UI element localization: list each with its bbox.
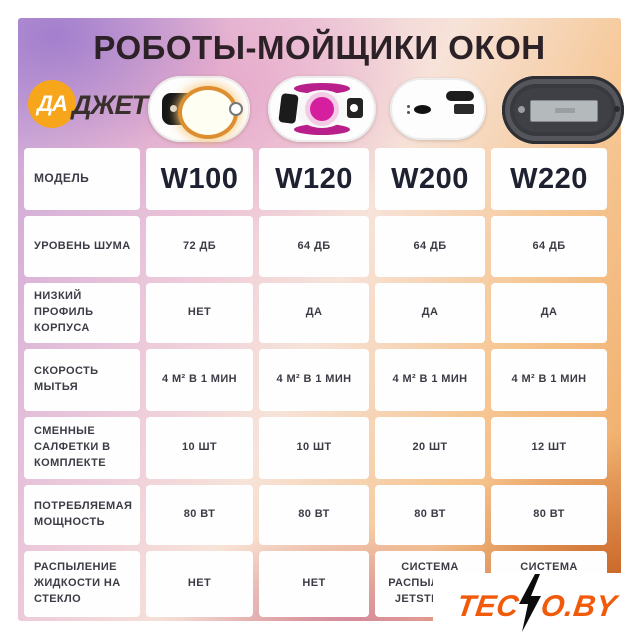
robot-w100-button [229,102,243,116]
robot-w120-side-module [347,98,363,118]
speed-w200: 4 М² В 1 МИН [375,349,485,411]
watermark-text-right: O.BY [538,589,619,623]
robot-image-w220 [502,76,624,144]
noise-w100: 72 ДБ [146,216,253,277]
robot-w200-sensor [414,105,431,114]
wipes-w100: 10 ШТ [146,417,253,479]
robot-w100-dot [170,105,177,112]
wipes-w220: 12 ШТ [491,417,607,479]
row-label-wipes: СМЕННЫЕ САЛФЕТКИ В КОМПЛЕКТЕ [24,417,140,479]
model-name-w100: W100 [146,148,253,210]
robot-w120-bottom-accent [294,124,350,135]
row-label-spray: РАСПЫЛЕНИЕ ЖИДКОСТИ НА СТЕКЛО [24,551,140,617]
low-profile-w200: ДА [375,283,485,343]
wipes-w120: 10 ШТ [259,417,369,479]
brand-logo: ДА ДЖЕТ [28,80,160,132]
robot-w100-ring-light [178,86,238,139]
row-label-low-profile: НИЗКИЙ ПРОФИЛЬ КОРПУСА [24,283,140,343]
noise-w200: 64 ДБ [375,216,485,277]
power-w120: 80 ВТ [259,485,369,545]
watermark-text-left: TEC [454,589,521,623]
speed-w220: 4 М² В 1 МИН [491,349,607,411]
wipes-w200: 20 ШТ [375,417,485,479]
low-profile-w120: ДА [259,283,369,343]
model-name-w120: W120 [259,148,369,210]
robot-w200-dot [407,105,410,108]
spray-w120: НЕТ [259,551,369,617]
brand-logo-circle: ДА [28,80,76,128]
robot-image-w120 [268,76,376,142]
robot-w200-handle [446,91,474,101]
power-w220: 80 ВТ [491,485,607,545]
robot-image-w100 [148,76,250,142]
promo-card: РОБОТЫ-МОЙЩИКИ ОКОН ДА ДЖЕТ [18,18,624,621]
robot-w220-notch [614,106,620,112]
lightning-bolt-icon [518,573,541,632]
noise-w120: 64 ДБ [259,216,369,277]
robot-w200-port [454,104,474,114]
speed-w100: 4 М² В 1 МИН [146,349,253,411]
page-title: РОБОТЫ-МОЙЩИКИ ОКОН [93,29,546,66]
model-name-w200: W200 [375,148,485,210]
low-profile-w220: ДА [491,283,607,343]
low-profile-w100: НЕТ [146,283,253,343]
noise-w220: 64 ДБ [491,216,607,277]
power-w100: 80 ВТ [146,485,253,545]
speed-w120: 4 М² В 1 МИН [259,349,369,411]
row-label-speed: СКОРОСТЬ МЫТЬЯ [24,349,140,411]
robot-w220-button [518,106,525,113]
model-row-label: МОДЕЛЬ [24,148,140,210]
row-label-noise: УРОВЕНЬ ШУМА [24,216,140,277]
power-w200: 80 ВТ [375,485,485,545]
tecno-by-watermark: TEC O.BY [433,573,640,640]
brand-logo-text-dzhet: ДЖЕТ [72,90,148,120]
comparison-table: МОДЕЛЬ W100 W120 W200 W220 УРОВЕНЬ ШУМА … [24,148,607,617]
brand-logo-text-da: ДА [37,91,68,116]
robot-w200-dot [407,111,410,114]
robot-w120-top-accent [294,83,350,94]
model-name-w220: W220 [491,148,607,210]
spray-w100: НЕТ [146,551,253,617]
robot-w120-center-button [310,97,334,121]
robot-w220-display [530,100,598,122]
row-label-power: ПОТРЕБЛЯЕМАЯ МОЩНОСТЬ [24,485,140,545]
robot-image-w200 [390,78,486,140]
robot-w120-screen [278,93,299,124]
